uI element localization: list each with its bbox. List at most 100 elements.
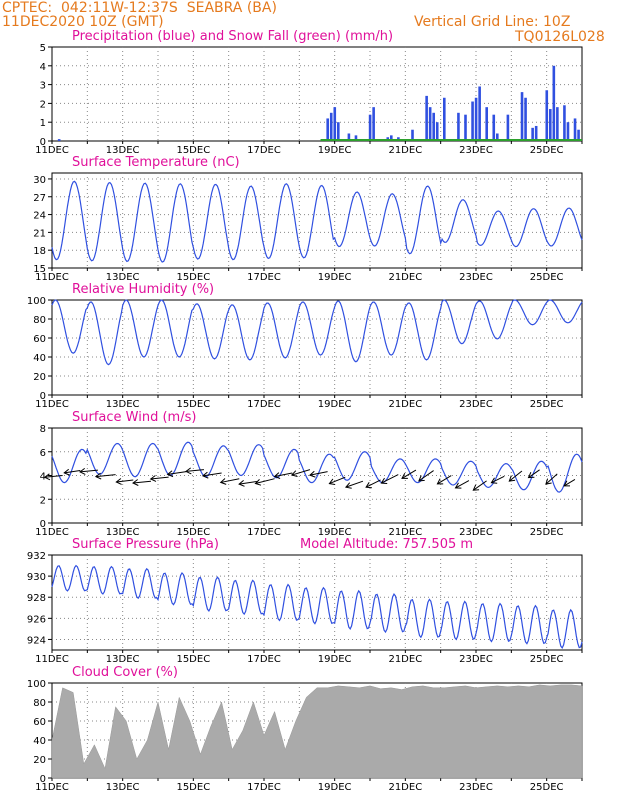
precip-bar — [552, 65, 556, 141]
wind-arrow-head — [290, 470, 298, 477]
y-tick-label: 0 — [40, 774, 46, 785]
wind-arrow — [491, 475, 505, 484]
panel-title: Precipitation (blue) and Snow Fall (gree… — [72, 29, 393, 44]
wind-arrow — [545, 473, 558, 485]
precip-bar — [577, 129, 580, 141]
wind-arrow-head — [328, 478, 336, 485]
wind-arrow — [401, 469, 417, 479]
wind-arrow — [309, 471, 328, 476]
wind-arrow — [508, 470, 523, 482]
wind-arrow-head — [219, 478, 227, 485]
precip-bar — [520, 92, 524, 141]
x-tick-label: 21DEC — [388, 145, 422, 156]
x-tick-label: 11DEC — [35, 527, 69, 538]
wind-arrow-head — [472, 484, 480, 491]
x-tick-label: 23DEC — [459, 145, 493, 156]
y-tick-label: 30 — [33, 175, 46, 186]
y-tick-label: 932 — [27, 551, 46, 562]
run-date: 11DEC2020 10Z (GMT) — [2, 14, 164, 30]
wind-arrow — [381, 474, 399, 484]
precip-bar — [457, 112, 460, 141]
x-tick-label: 15DEC — [176, 145, 210, 156]
y-tick-label: 40 — [33, 353, 46, 364]
precip-bar — [372, 107, 375, 141]
panel-title: Surface Temperature (nC) — [72, 155, 240, 170]
x-tick-label: 13DEC — [106, 782, 140, 793]
y-tick-label: 2 — [40, 99, 46, 110]
wind-arrow — [255, 478, 275, 484]
wind-arrow — [167, 471, 187, 475]
precip-bar — [57, 139, 61, 141]
x-tick-label: 17DEC — [247, 654, 281, 665]
precip-bar — [485, 107, 488, 141]
wind-arrow — [64, 470, 81, 474]
x-tick-label: 11DEC — [35, 272, 69, 283]
y-tick-label: 80 — [33, 698, 46, 709]
x-tick-label: 21DEC — [388, 654, 422, 665]
precip-bar — [347, 133, 351, 141]
precip-bar — [545, 90, 549, 141]
x-tick-label: 17DEC — [247, 527, 281, 538]
x-tick-label: 19DEC — [318, 399, 352, 410]
panel-0: 0 1 2 3 4 5 11DEC 13DEC 15DEC 17DEC 19DEC 21DEC 23DE… — [35, 29, 583, 156]
y-tick-label: 6 — [40, 448, 46, 459]
x-tick-label: 19DEC — [318, 654, 352, 665]
x-tick-label: 23DEC — [459, 272, 493, 283]
panel-frame — [51, 172, 583, 269]
panel-5: 0 20 40 60 80 100 11DEC 13DEC 15DEC 17DEC 19DEC 21D… — [27, 665, 583, 793]
y-tick-label: 15 — [33, 264, 46, 275]
x-tick-label: 19DEC — [318, 527, 352, 538]
wind-arrow — [185, 469, 204, 472]
precip-bar — [549, 109, 552, 141]
y-tick-label: 80 — [33, 315, 46, 326]
precip-bar — [329, 112, 333, 141]
x-tick-label: 13DEC — [106, 527, 140, 538]
wind-arrow — [345, 480, 364, 488]
y-tick-label: 18 — [33, 246, 46, 257]
grid-note: Vertical Grid Line: 10Z — [414, 14, 571, 30]
precip-bar — [333, 107, 337, 141]
series-line — [51, 564, 583, 650]
precip-bar — [563, 105, 566, 141]
y-tick-label: 930 — [27, 572, 46, 583]
x-tick-label: 13DEC — [106, 654, 140, 665]
precip-bar — [425, 95, 428, 141]
y-tick-label: 924 — [27, 635, 46, 646]
panel-2: 0 20 40 60 80 100 11DEC 13DEC 15DEC 17DEC 19DEC 21D… — [27, 282, 583, 410]
series-line — [51, 299, 583, 366]
precip-bar — [531, 127, 534, 141]
precip-bar — [478, 86, 481, 141]
x-tick-label: 25DEC — [530, 527, 564, 538]
panel-frame — [51, 554, 583, 651]
panel-title: Surface Pressure (hPa) — [72, 537, 219, 552]
panel-title: Cloud Cover (%) — [72, 665, 178, 680]
precip-bar — [432, 112, 435, 141]
y-tick-label: 0 — [40, 519, 46, 530]
x-tick-label: 15DEC — [176, 654, 210, 665]
wind-arrow — [455, 480, 470, 489]
precip-bar — [556, 107, 559, 141]
y-tick-label: 928 — [27, 593, 46, 604]
x-tick-label: 19DEC — [318, 145, 352, 156]
x-tick-label: 17DEC — [247, 272, 281, 283]
y-tick-label: 27 — [33, 193, 46, 204]
precip-bar — [464, 114, 467, 141]
panel-subtitle: Model Altitude: 757.505 m — [300, 537, 473, 552]
x-tick-label: 25DEC — [530, 654, 564, 665]
header: CPTEC: 042:11W-12:37S SEABRA (BA) 11DEC2… — [0, 0, 618, 46]
y-tick-label: 40 — [33, 736, 46, 747]
wind-arrow — [437, 475, 452, 485]
x-tick-label: 21DEC — [388, 272, 422, 283]
wind-arrow-head — [185, 467, 192, 475]
y-tick-label: 24 — [33, 211, 46, 222]
wind-arrow-head — [254, 479, 262, 486]
wind-arrow — [528, 469, 540, 478]
model-code: TQ0126L028 — [515, 29, 605, 45]
panel-1: 15 18 21 24 27 30 11DEC 13DEC 15DEC 17DEC 19DEC 21D… — [33, 155, 583, 283]
y-tick-label: 100 — [27, 296, 46, 307]
wind-arrow — [274, 472, 293, 478]
x-tick-label: 11DEC — [35, 399, 69, 410]
x-tick-label: 25DEC — [530, 782, 564, 793]
y-tick-label: 21 — [33, 228, 46, 239]
panel-title: Relative Humidity (%) — [72, 282, 214, 297]
